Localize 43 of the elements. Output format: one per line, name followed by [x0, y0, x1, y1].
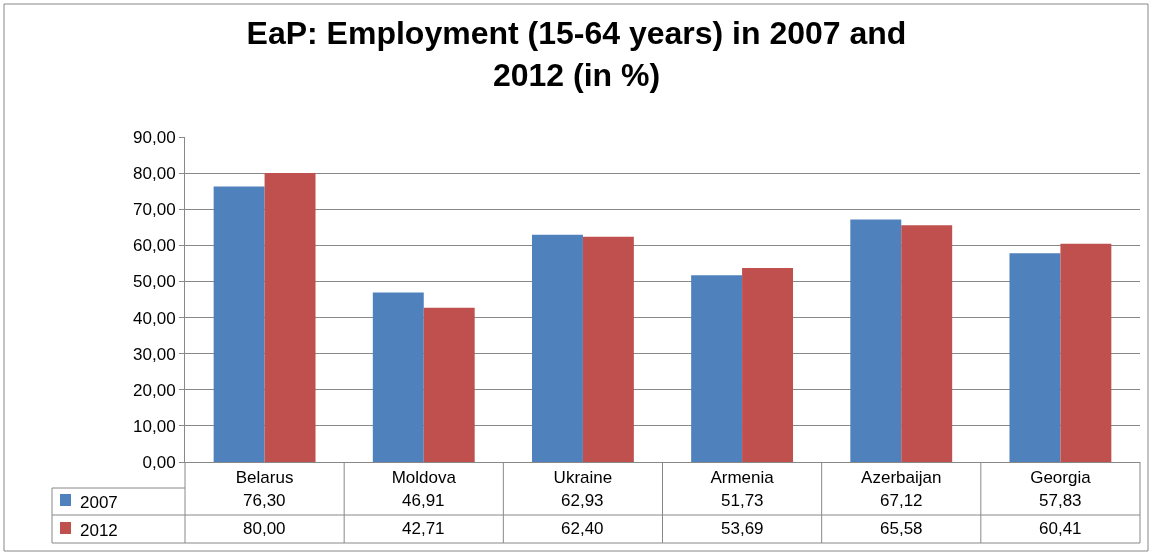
y-tick-label: 10,00	[133, 416, 176, 436]
data-label: 42,71	[402, 519, 445, 538]
y-tick-label: 40,00	[133, 308, 176, 328]
data-label: 67,12	[880, 491, 923, 510]
bar	[582, 236, 634, 462]
data-label: 80,00	[243, 519, 286, 538]
legend-label: 2012	[80, 521, 118, 540]
y-tick-label: 30,00	[133, 344, 176, 364]
bar	[850, 219, 902, 462]
data-label: 65,58	[880, 519, 923, 538]
data-label: 62,40	[561, 519, 604, 538]
bar	[742, 268, 794, 462]
y-tick-label: 20,00	[133, 380, 176, 400]
data-label: 57,83	[1039, 491, 1082, 510]
bar	[1060, 243, 1112, 462]
bar	[423, 307, 475, 462]
data-label: 51,73	[721, 491, 764, 510]
data-label: 60,41	[1039, 519, 1082, 538]
data-label: 46,91	[402, 491, 445, 510]
bar	[264, 173, 316, 462]
data-label: 76,30	[243, 491, 286, 510]
legend-label: 2007	[80, 493, 118, 512]
y-tick-label: 80,00	[133, 164, 176, 184]
data-label: 62,93	[561, 491, 604, 510]
x-tick-label: Moldova	[391, 468, 457, 488]
y-tick-label: 70,00	[133, 200, 176, 220]
y-tick-label: 0,00	[142, 452, 176, 472]
bar	[1009, 253, 1061, 462]
bar	[213, 186, 265, 462]
x-tick-label: Georgia	[1030, 468, 1092, 488]
y-tick-label: 50,00	[133, 272, 176, 292]
x-tick-label: Armenia	[710, 468, 775, 488]
chart-title: EaP: Employment (15-64 years) in 2007 and 2012 (in %)	[246, 15, 907, 93]
y-tick-label: 90,00	[133, 127, 176, 147]
bar	[691, 275, 743, 462]
x-tick-label: Ukraine	[553, 468, 613, 488]
data-label: 53,69	[721, 519, 764, 538]
bar	[901, 225, 953, 462]
bar	[372, 292, 424, 462]
bar	[531, 234, 583, 462]
x-tick-label: Azerbaijan	[861, 468, 942, 488]
x-tick-label: Belarus	[235, 468, 294, 488]
y-tick-label: 60,00	[133, 236, 176, 256]
